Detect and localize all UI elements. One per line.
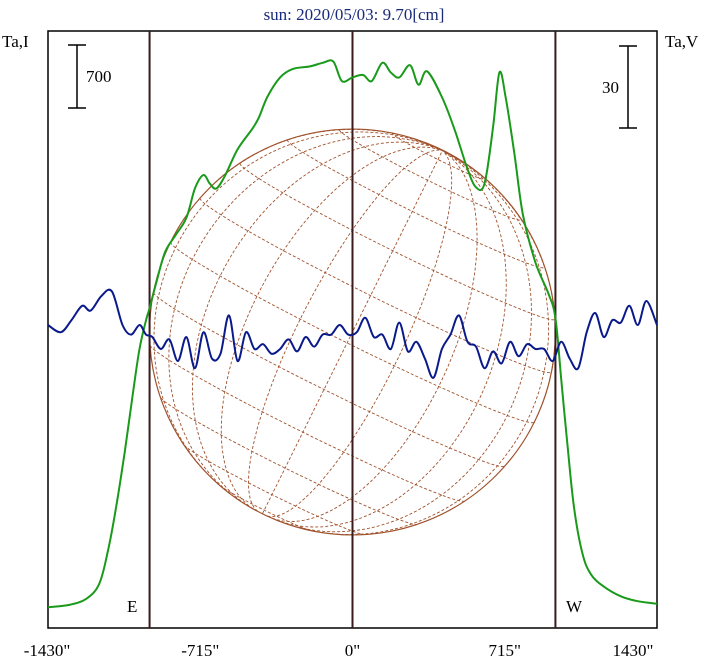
- latitude-line: [219, 485, 311, 532]
- left-scale-bar: 700: [68, 44, 112, 109]
- latitude-line: [391, 132, 487, 181]
- latitude-line: [338, 129, 522, 221]
- latitude-line: [160, 397, 417, 525]
- left-scale-bar-label: 700: [86, 67, 112, 86]
- right-scale-bar: 30: [602, 45, 637, 129]
- longitude-line: [310, 150, 550, 535]
- longitude-line: [271, 150, 478, 522]
- latitude-line: [287, 139, 546, 269]
- right-scale-bar-label: 30: [602, 78, 619, 97]
- x-tick-labels: -1430" -715" 0" 715" 1430": [24, 641, 654, 660]
- x-tick-label: -1430": [24, 641, 71, 660]
- series-I-line: [47, 59, 658, 609]
- longitude-line: [192, 141, 443, 508]
- east-label: E: [127, 597, 137, 616]
- longitude-line: [248, 149, 443, 512]
- latitude-line: [199, 198, 552, 374]
- longitude-line: [287, 150, 532, 533]
- series-V-line: [47, 288, 658, 379]
- right-axis-label: Ta,V: [665, 32, 699, 51]
- west-label: W: [566, 597, 583, 616]
- latitude-line: [239, 163, 556, 321]
- longitude-line: [267, 150, 453, 518]
- x-tick-label: 715": [489, 641, 521, 660]
- longitude-line: [220, 146, 443, 510]
- limb-and-center-lines: [148, 31, 557, 628]
- longitude-line: [275, 150, 507, 528]
- curves: [47, 59, 658, 609]
- longitude-line: [168, 136, 443, 501]
- x-tick-label: 0": [345, 641, 360, 660]
- longitude-line: [153, 131, 443, 486]
- chart-title: sun: 2020/05/03: 9.70[cm]: [264, 5, 445, 24]
- x-tick-label: 1430": [613, 641, 654, 660]
- x-tick-label: -715": [181, 641, 219, 660]
- left-axis-label: Ta,I: [2, 32, 29, 51]
- latitude-line: [153, 292, 505, 468]
